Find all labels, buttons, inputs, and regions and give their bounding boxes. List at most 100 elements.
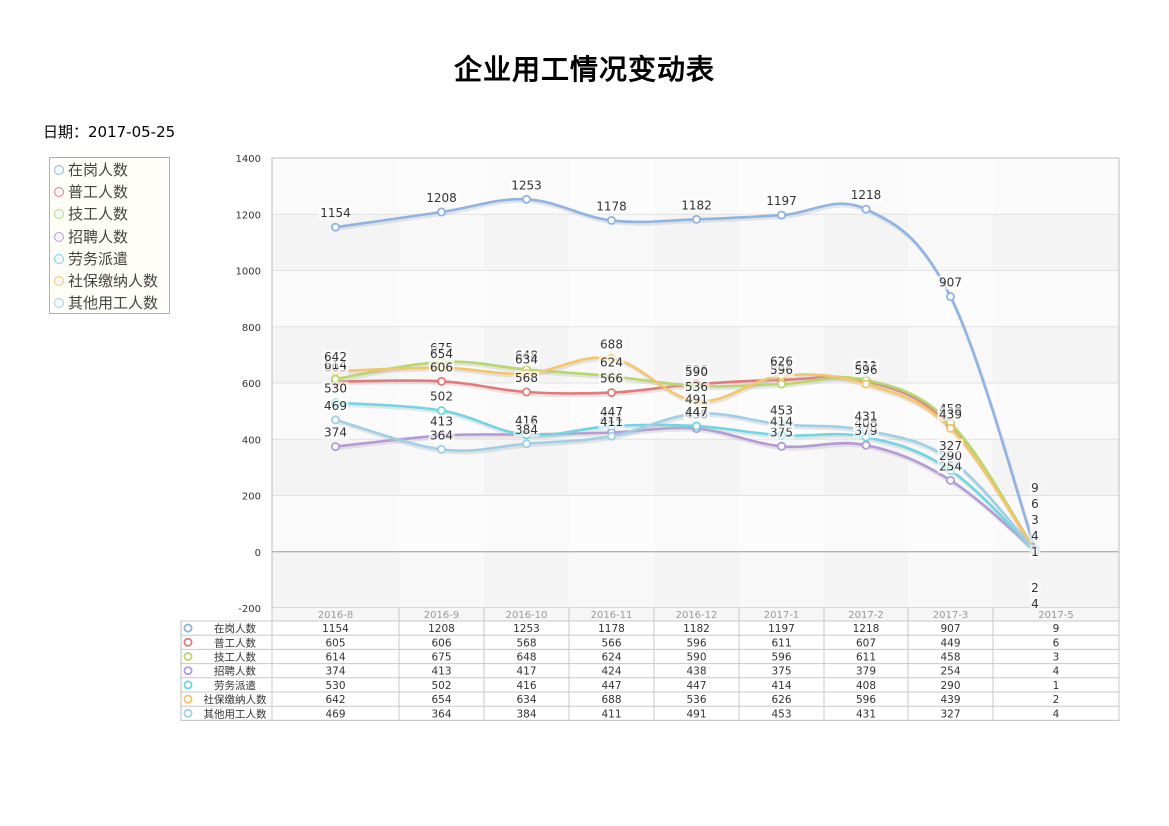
legend-item[interactable]: 技工人数 bbox=[50, 203, 169, 225]
data-label-bg bbox=[428, 346, 455, 361]
data-point bbox=[522, 194, 532, 204]
legend-marker-icon bbox=[54, 231, 64, 242]
table-cell: 379 bbox=[856, 666, 876, 678]
data-label: 9 bbox=[1031, 481, 1039, 495]
table-cell: 374 bbox=[325, 666, 345, 678]
table-cell: 439 bbox=[940, 694, 960, 706]
grid-band bbox=[272, 495, 1119, 552]
data-label: 2 bbox=[1031, 581, 1039, 595]
data-label-bg bbox=[594, 199, 629, 214]
table-cell: 1253 bbox=[513, 623, 540, 635]
data-label-bg bbox=[849, 188, 883, 203]
data-label: 411 bbox=[600, 415, 623, 429]
data-label-bg bbox=[598, 371, 625, 386]
y-tick-label: 1000 bbox=[236, 267, 261, 278]
data-point bbox=[436, 444, 446, 454]
data-label-bg bbox=[513, 371, 540, 385]
data-label: 439 bbox=[939, 407, 962, 421]
table-cell: 447 bbox=[686, 680, 706, 692]
legend-label: 普工人数 bbox=[68, 183, 129, 202]
table-cell: 416 bbox=[516, 680, 536, 692]
table-cell: 605 bbox=[325, 637, 345, 649]
data-label: 654 bbox=[430, 347, 453, 361]
legend-item[interactable]: 招聘人数 bbox=[50, 226, 169, 248]
data-point bbox=[777, 210, 787, 220]
data-label-bg bbox=[428, 360, 455, 375]
data-label-bg bbox=[318, 206, 353, 221]
table-cell: 642 bbox=[325, 694, 345, 706]
data-point bbox=[330, 442, 340, 452]
table-row-name: 在岗人数 bbox=[214, 622, 256, 635]
data-label: 447 bbox=[685, 405, 708, 419]
data-label-bg bbox=[1029, 580, 1041, 595]
data-label: 4 bbox=[1031, 529, 1039, 543]
data-label-bg bbox=[683, 380, 710, 394]
legend-marker-icon bbox=[54, 253, 64, 264]
data-label: 1178 bbox=[596, 199, 627, 213]
y-tick-label: 600 bbox=[242, 379, 261, 390]
y-tick-label: 800 bbox=[242, 323, 261, 334]
table-cell: 596 bbox=[686, 637, 706, 649]
data-label-bg bbox=[513, 352, 540, 367]
data-label: 642 bbox=[324, 350, 347, 364]
table-cell: 411 bbox=[601, 708, 621, 720]
table-row-name: 其他用工人数 bbox=[204, 707, 267, 720]
data-label-bg bbox=[424, 191, 459, 205]
table-cell: 417 bbox=[516, 666, 536, 678]
data-label-bg bbox=[1029, 544, 1041, 559]
table-cell: 654 bbox=[431, 694, 451, 706]
data-label: 606 bbox=[430, 360, 453, 374]
data-label-bg bbox=[853, 409, 879, 424]
table-cell: 424 bbox=[601, 666, 621, 678]
table-cell: 438 bbox=[686, 666, 706, 678]
table-cell: 607 bbox=[856, 637, 876, 649]
legend-item[interactable]: 普工人数 bbox=[50, 181, 169, 203]
legend-item[interactable]: 劳务派遣 bbox=[50, 248, 169, 270]
legend-item[interactable]: 社保缴纳人数 bbox=[50, 270, 169, 292]
table-row-icon bbox=[183, 680, 193, 690]
table-cell: 408 bbox=[856, 680, 876, 692]
table-row-icon bbox=[183, 666, 193, 676]
table-cell: 536 bbox=[686, 694, 706, 706]
legend-label: 技工人数 bbox=[68, 205, 129, 224]
table-cell: 1182 bbox=[683, 623, 710, 635]
y-tick-label: 200 bbox=[242, 492, 261, 503]
table-cell: 596 bbox=[771, 652, 791, 664]
data-label-bg bbox=[598, 337, 625, 352]
grid-band bbox=[272, 551, 1119, 608]
data-label-bg bbox=[428, 414, 455, 429]
table-cell: 375 bbox=[771, 666, 791, 678]
table-cell: 6 bbox=[1053, 637, 1060, 649]
table-row-icon bbox=[183, 623, 193, 633]
table-cell: 413 bbox=[431, 666, 451, 678]
table-cell: 1197 bbox=[768, 623, 795, 635]
data-label: 626 bbox=[770, 355, 793, 369]
data-point bbox=[777, 441, 787, 451]
data-point bbox=[330, 415, 340, 425]
legend-item[interactable]: 在岗人数 bbox=[50, 159, 169, 181]
data-label-bg bbox=[768, 354, 795, 369]
legend-marker-icon bbox=[54, 209, 64, 220]
x-tick-label: 2016-10 bbox=[506, 610, 548, 621]
table-row-icon bbox=[183, 694, 193, 704]
data-label-bg bbox=[768, 414, 795, 429]
page-title: 企业用工情况变动表 bbox=[453, 53, 715, 86]
table-row-icon bbox=[183, 652, 193, 662]
table-cell: 634 bbox=[516, 694, 536, 706]
data-label: 568 bbox=[515, 371, 538, 385]
table-cell: 1154 bbox=[322, 623, 349, 635]
data-label: 536 bbox=[685, 380, 708, 394]
legend-marker-icon bbox=[54, 165, 64, 176]
legend-item[interactable]: 其他用工人数 bbox=[50, 292, 169, 314]
table-cell: 254 bbox=[940, 666, 960, 678]
data-label-bg bbox=[937, 275, 964, 290]
table-cell: 414 bbox=[771, 680, 791, 692]
data-point bbox=[607, 431, 617, 441]
data-label: 469 bbox=[324, 399, 347, 413]
data-label: 596 bbox=[855, 363, 878, 377]
table-cell: 1 bbox=[1053, 680, 1060, 692]
data-label: 1 bbox=[1031, 545, 1039, 559]
y-tick-label: 1400 bbox=[236, 154, 261, 165]
data-label: 566 bbox=[600, 372, 623, 386]
